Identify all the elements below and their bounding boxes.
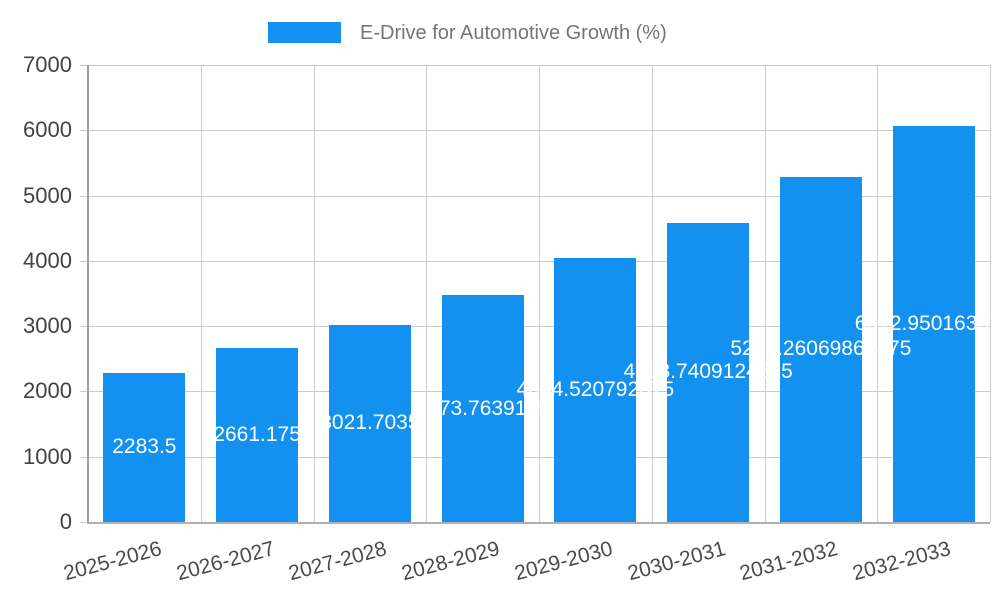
y-tick-label: 7000 [23,52,72,77]
bar-value-label: 5291.26069863375 [730,337,912,361]
gridline-h [80,326,990,328]
gridline-h [80,260,990,262]
bar[interactable] [441,295,524,522]
y-tick-label: 2000 [23,378,72,404]
gridline-v [426,65,428,522]
bar[interactable] [779,176,862,522]
bar-value-label: 4583.7409124625 [623,360,793,384]
legend-swatch [268,22,341,43]
gridline-v [313,65,315,522]
bar[interactable] [892,125,975,522]
bar-value-label: 2283.5 [112,435,177,459]
bar[interactable] [554,257,637,522]
y-tick-label: 0 [59,509,72,534]
x-tick-label: 2025-2026 [61,537,165,586]
x-tick-label: 2030-2031 [624,537,728,586]
bar[interactable] [103,372,186,522]
gridline-h [80,130,990,132]
gridline-h [80,391,990,393]
bar-value-label: 2661.175 [213,423,301,447]
y-tick-label: 4000 [23,247,72,273]
bar[interactable] [667,222,750,522]
bar-value-label: 6072.950163875 [854,311,1000,335]
x-tick-label: 2027-2028 [286,537,390,586]
bar[interactable] [328,324,411,522]
gridline-v [990,65,991,522]
y-tick-label: 5000 [23,182,72,208]
y-axis-line [87,65,89,522]
gridline-v [200,65,202,522]
y-tick-label: 3000 [23,313,72,339]
gridline-v [539,65,540,522]
gridline-v [764,65,766,522]
x-tick-label: 2029-2030 [512,537,616,586]
bar-value-label: 4044.520792875 [516,377,675,401]
x-tick-label: 2026-2027 [173,537,277,586]
gridline-h [80,65,990,66]
legend-label: E-Drive for Automotive Growth (%) [360,22,667,44]
gridline-v [877,65,879,522]
bar[interactable] [216,348,299,522]
y-tick-label: 1000 [23,443,72,469]
x-tick-label: 2031-2032 [737,537,841,586]
gridline-h [80,456,990,458]
gridline-v [651,65,653,522]
legend: E-Drive for Automotive Growth (%) [0,22,1000,46]
x-tick-label: 2028-2029 [399,537,503,586]
bar-value-label: 3021.7035 [320,411,420,435]
x-axis-line [87,522,990,524]
gridline-h [80,195,990,197]
bar-value-label: 3473.7639135 [415,396,550,420]
y-tick-label: 6000 [23,117,72,143]
x-tick-label: 2032-2033 [850,537,954,586]
